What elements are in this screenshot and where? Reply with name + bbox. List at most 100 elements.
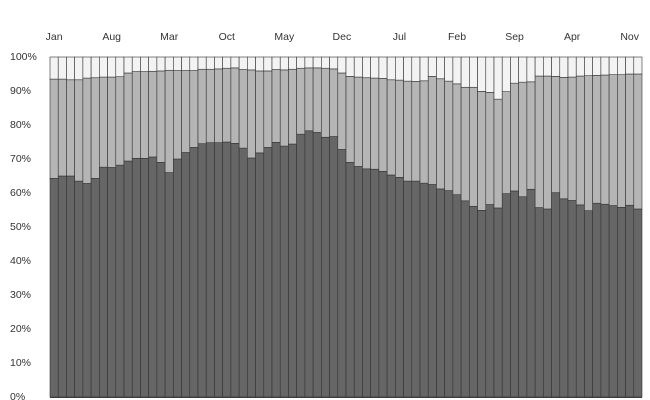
bar-segment-middle <box>378 78 388 172</box>
bar-segment-top <box>329 56 339 70</box>
bar-segment-top <box>617 56 626 75</box>
x-tick-label: Nov <box>620 31 639 43</box>
bar-segment-middle <box>460 86 470 202</box>
bar-segment-bottom <box>493 207 503 398</box>
x-tick-label: Mar <box>160 31 179 43</box>
bar-segment-top <box>543 56 552 77</box>
bar-segment-middle <box>567 76 577 201</box>
bar-segment-bottom <box>148 156 158 398</box>
bar-segment-middle <box>625 73 635 206</box>
bar-segment-middle <box>485 92 495 205</box>
bar-segment-bottom <box>107 167 117 398</box>
bar-segment-middle <box>230 67 240 144</box>
bar-segment-top <box>411 56 421 82</box>
bar-segment-top <box>485 56 495 93</box>
bar-segment-bottom <box>510 190 519 398</box>
bar-segment-middle <box>501 91 511 194</box>
bar-segment-bottom <box>189 147 199 398</box>
bar-segment-bottom <box>247 157 256 398</box>
bar-segment-top <box>189 56 199 71</box>
bar-segment-top <box>608 56 618 75</box>
bar-segment-middle <box>411 81 421 182</box>
bar-segment-middle <box>362 77 371 170</box>
bar-segment-top <box>378 56 388 79</box>
bar-segment-top <box>279 56 289 71</box>
bar-segment-top <box>156 56 166 72</box>
bar-segment-top <box>214 56 223 70</box>
bar-segment-bottom <box>567 200 577 398</box>
bar-segment-top <box>57 56 67 80</box>
bar-segment-bottom <box>74 180 84 398</box>
bar-segment-top <box>107 56 117 78</box>
y-tick-label: 80% <box>10 119 31 131</box>
bar-segment-top <box>362 56 371 79</box>
bar-segment-middle <box>559 77 569 200</box>
bars <box>49 56 643 398</box>
bar-segment-middle <box>74 79 84 182</box>
y-tick-label: 30% <box>10 289 31 301</box>
bar-segment-bottom <box>271 142 281 398</box>
x-tick-label: Oct <box>219 31 235 43</box>
bar-segment-bottom <box>625 204 635 398</box>
bar-segment-bottom <box>288 143 297 398</box>
bar-segment-bottom <box>66 175 75 398</box>
bar-segment-bottom <box>378 170 388 398</box>
bar-segment-bottom <box>345 162 355 398</box>
bar-segment-middle <box>189 70 199 148</box>
x-tick-label: Aug <box>102 31 121 43</box>
bar-segment-bottom <box>403 180 413 398</box>
bar-segment-middle <box>255 70 265 154</box>
bar-segment-bottom <box>49 178 59 398</box>
y-tick-label: 90% <box>10 85 31 97</box>
bar-segment-bottom <box>633 208 643 398</box>
bar-segment-top <box>164 56 174 71</box>
bar-segment-middle <box>107 76 117 168</box>
bar-segment-top <box>452 56 462 85</box>
bar-segment-top <box>247 56 256 71</box>
bar-segment-top <box>386 56 396 81</box>
bar-segment-middle <box>66 79 75 177</box>
bar-segment-bottom <box>395 177 404 398</box>
bar-segment-bottom <box>115 164 125 398</box>
bar-segment-top <box>370 56 380 79</box>
bar-segment-middle <box>140 71 149 159</box>
bar-segment-middle <box>164 69 174 173</box>
bar-segment-bottom <box>181 152 191 398</box>
bar-segment-middle <box>205 68 215 143</box>
bar-segment-top <box>304 56 314 69</box>
bar-segment-top <box>395 56 404 81</box>
bar-segment-bottom <box>617 206 626 398</box>
y-tick-label: 20% <box>10 323 31 335</box>
bar-segment-bottom <box>427 184 437 398</box>
bar-segment-bottom <box>592 202 602 398</box>
x-tick-label: Jul <box>393 31 406 43</box>
bar-segment-top <box>255 56 265 72</box>
bar-segment-bottom <box>230 143 240 398</box>
bar-segment-bottom <box>197 143 207 398</box>
bar-segment-bottom <box>526 188 536 398</box>
bar-segment-top <box>205 56 215 70</box>
bar-segment-top <box>123 56 133 74</box>
bar-segment-top <box>173 56 182 71</box>
bar-segment-bottom <box>485 204 495 398</box>
bar-segment-bottom <box>534 207 544 398</box>
bar-segment-bottom <box>543 208 552 398</box>
bar-segment-top <box>131 56 141 72</box>
bar-segment-top <box>90 56 100 79</box>
bar-segment-middle <box>288 68 297 145</box>
x-tick-label: Jan <box>46 31 63 43</box>
bar-segment-bottom <box>131 158 141 398</box>
bar-segment-top <box>263 56 273 72</box>
x-tick-label: Sep <box>505 31 524 43</box>
y-tick-label: 10% <box>10 357 31 369</box>
bar-segment-bottom <box>222 141 232 398</box>
bar-segment-bottom <box>551 192 561 398</box>
bar-segment-middle <box>214 68 223 143</box>
x-tick-label: Feb <box>448 31 466 43</box>
bar-segment-top <box>115 56 125 78</box>
bar-segment-bottom <box>370 168 380 398</box>
bar-segment-bottom <box>263 147 273 398</box>
x-axis-labels: Jan Aug Mar Oct May Dec Jul Feb Sep Apr Nov <box>46 31 640 43</box>
y-axis-labels: 0% 10% 20% 30% 40% 50% 60% 70% 80% 90% 100% <box>10 51 37 400</box>
bar-segment-middle <box>493 98 503 209</box>
